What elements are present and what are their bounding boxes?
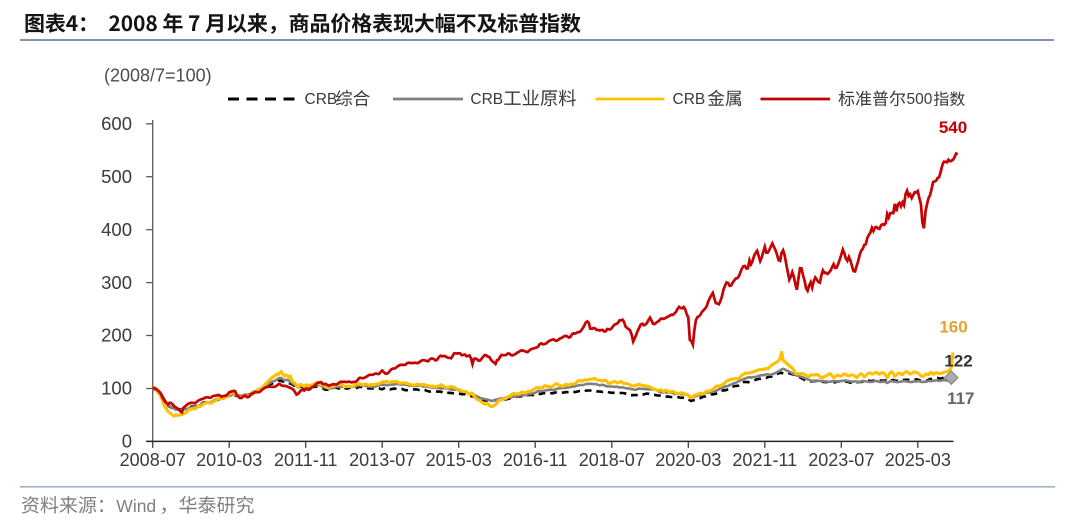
svg-text:500: 500 xyxy=(101,166,132,187)
svg-text:2023-07: 2023-07 xyxy=(808,450,874,470)
svg-text:2016-11: 2016-11 xyxy=(503,450,568,470)
svg-text:2020-03: 2020-03 xyxy=(655,450,721,470)
svg-text:400: 400 xyxy=(101,219,132,240)
svg-text:2015-03: 2015-03 xyxy=(426,450,492,470)
svg-text:Wind: Wind xyxy=(116,496,156,516)
svg-text:2018-07: 2018-07 xyxy=(579,450,645,470)
svg-text:160: 160 xyxy=(939,318,967,337)
svg-text:CRB: CRB xyxy=(470,91,503,108)
svg-text:(2008/7=100): (2008/7=100) xyxy=(104,66,212,86)
svg-text:CRB: CRB xyxy=(305,91,338,108)
svg-text:0: 0 xyxy=(122,431,132,452)
svg-text:100: 100 xyxy=(101,378,132,399)
svg-text:600: 600 xyxy=(101,113,132,134)
svg-text:2021-11: 2021-11 xyxy=(732,450,797,470)
svg-text:2008-07: 2008-07 xyxy=(120,450,186,470)
svg-text:200: 200 xyxy=(101,325,132,346)
svg-text:500: 500 xyxy=(907,91,933,108)
svg-text:122: 122 xyxy=(944,352,972,371)
svg-text:2011-11: 2011-11 xyxy=(274,450,337,470)
svg-text:CRB: CRB xyxy=(673,91,706,108)
svg-text:2013-07: 2013-07 xyxy=(349,450,415,470)
svg-text:2010-03: 2010-03 xyxy=(196,450,262,470)
svg-text:300: 300 xyxy=(101,272,132,293)
svg-text:540: 540 xyxy=(939,118,967,137)
svg-text:2025-03: 2025-03 xyxy=(885,450,951,470)
svg-text:117: 117 xyxy=(947,389,974,408)
